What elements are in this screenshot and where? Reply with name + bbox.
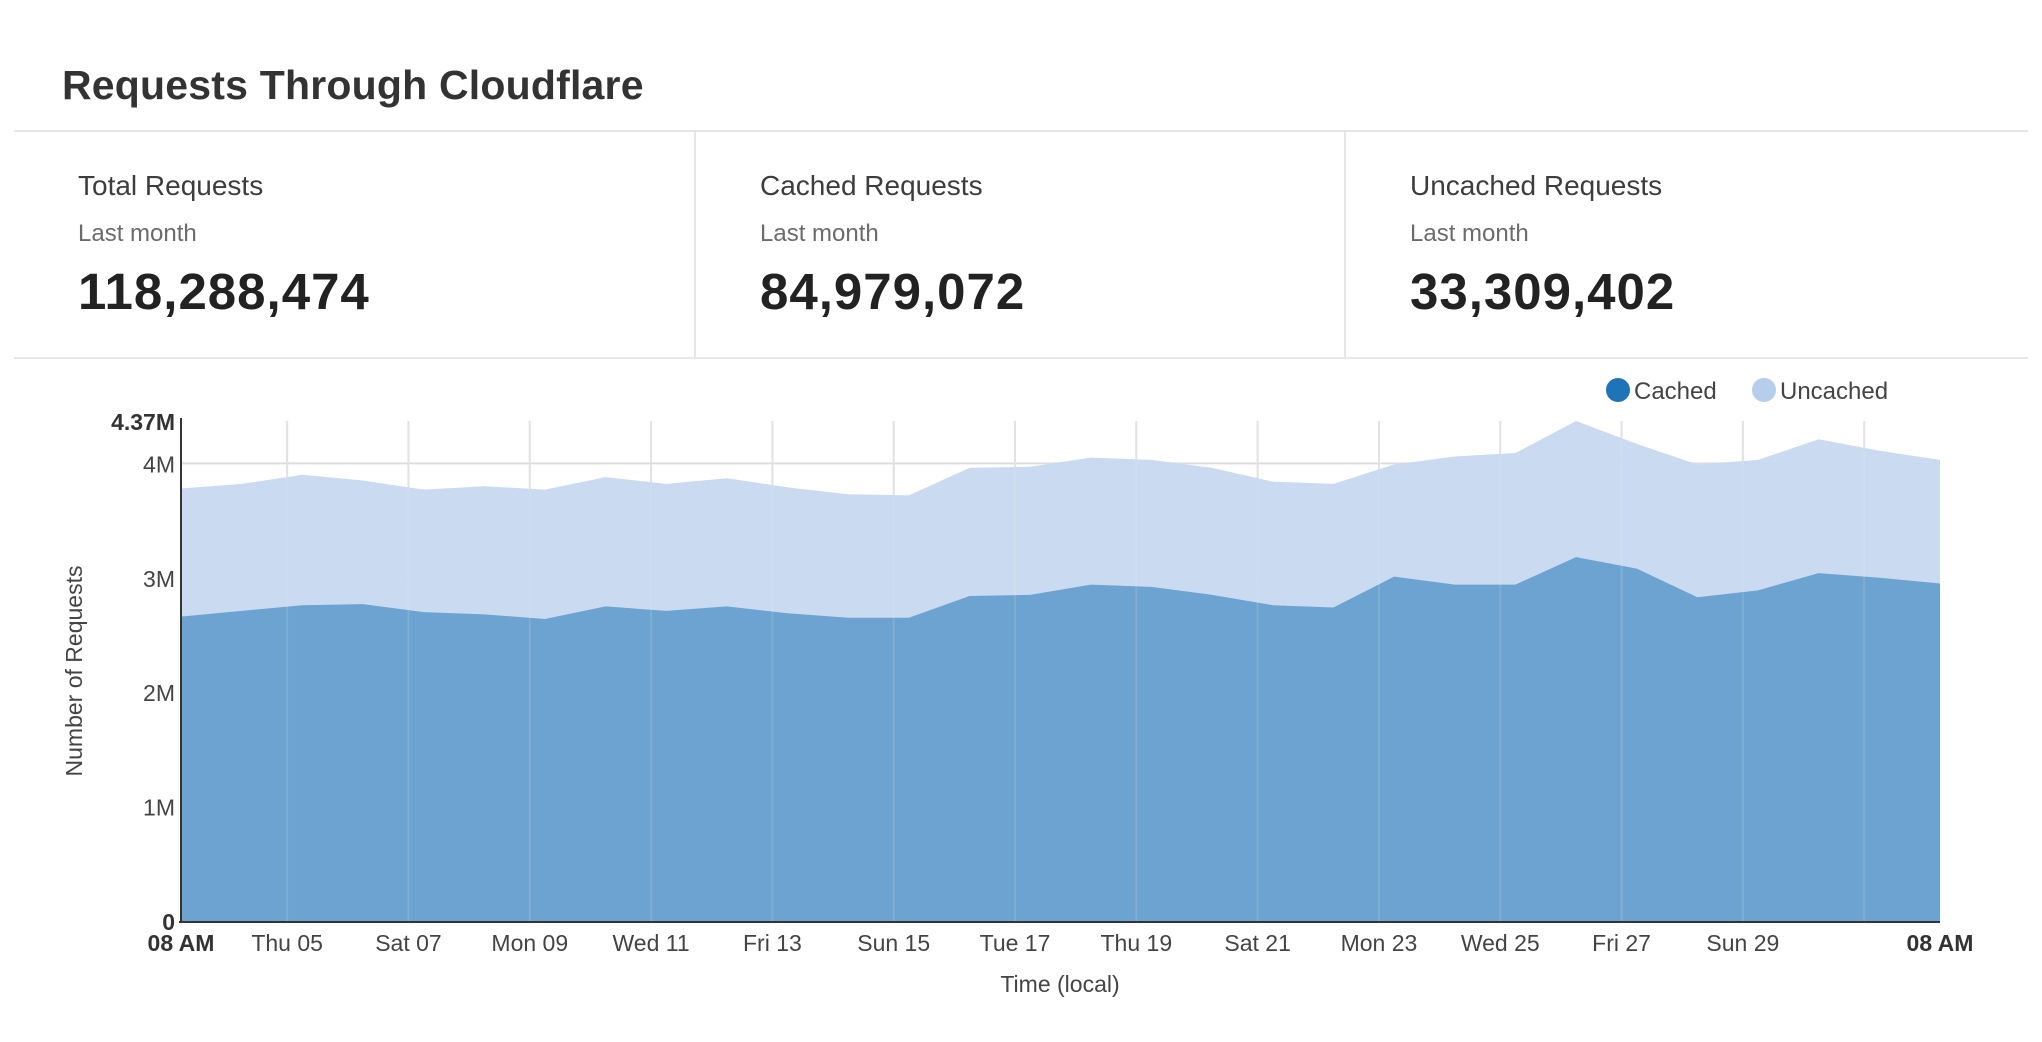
series-cached-area [181,557,1940,921]
x-tick-label: Fri 27 [1592,930,1651,956]
x-tick-label: Mon 23 [1341,930,1418,956]
stat-value: 84,979,072 [760,263,1026,320]
stat-period: Last month [1410,220,1529,247]
x-tick-label: Fri 13 [743,930,802,956]
legend-label-cached: Cached [1634,378,1717,405]
x-axis-title: Time (local) [1000,971,1119,997]
stat-value: 33,309,402 [1410,263,1676,320]
stat-cached-requests: Cached Requests Last month 84,979,072 [696,132,1346,357]
x-tick-label: Sun 15 [857,930,930,956]
x-tick-label: Sun 29 [1706,930,1779,956]
y-tick-label: 2M [143,680,175,706]
x-tick-label: Thu 19 [1101,930,1173,956]
divider-bottom [14,357,2028,359]
y-tick-label: 0 [162,909,175,935]
legend-swatch-cached [1606,378,1630,402]
y-tick-label: 4.37M [111,409,175,435]
x-tick-label: 08 AM [1907,930,1974,956]
x-tick-label: Tue 17 [980,930,1051,956]
x-tick-label: Mon 09 [491,930,568,956]
x-tick-label: Thu 05 [251,930,323,956]
y-tick-label: 4M [143,451,175,477]
page-title: Requests Through Cloudflare [62,62,644,108]
x-tick-label: 08 AM [148,930,215,956]
y-axis-title: Number of Requests [61,566,87,777]
x-tick-label: Wed 11 [612,930,689,956]
stat-label: Cached Requests [760,170,983,201]
x-tick-label: Wed 25 [1461,930,1540,956]
stat-label: Total Requests [78,170,264,201]
legend-swatch-uncached [1752,378,1776,402]
stat-period: Last month [78,220,197,247]
legend-label-uncached: Uncached [1780,378,1888,405]
x-tick-label: Sat 21 [1224,930,1291,956]
stat-period: Last month [760,220,879,247]
divider-top [14,130,2028,132]
stat-label: Uncached Requests [1410,170,1663,201]
stat-value: 118,288,474 [78,263,370,320]
y-tick-label: 3M [143,566,175,592]
stat-uncached-requests: Uncached Requests Last month 33,309,402 [1346,132,2028,357]
y-tick-label: 1M [143,795,175,821]
stats-row: Total Requests Last month 118,288,474 Ca… [14,132,2028,357]
x-tick-label: Sat 07 [375,930,442,956]
stat-total-requests: Total Requests Last month 118,288,474 [14,132,696,357]
